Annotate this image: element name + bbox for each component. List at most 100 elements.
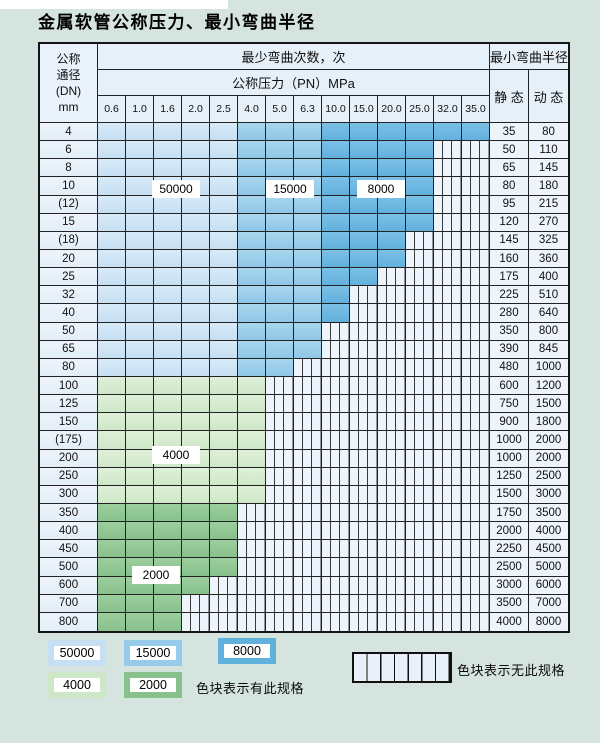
table-row: 250 1250 2500 bbox=[40, 467, 568, 486]
spec-cell-none bbox=[266, 576, 294, 595]
spec-cell-50000 bbox=[210, 213, 238, 232]
spec-cell-none bbox=[406, 268, 434, 287]
static-radius-cell: 145 bbox=[490, 231, 529, 250]
spec-cell-none bbox=[434, 612, 462, 631]
spec-cell-none bbox=[238, 558, 266, 577]
table-row: 350 1750 3500 bbox=[40, 503, 568, 523]
spec-cell-none bbox=[378, 395, 406, 414]
spec-cell-none bbox=[462, 159, 490, 178]
static-radius-cell: 600 bbox=[490, 376, 529, 396]
spec-cell-8000 bbox=[378, 141, 406, 160]
pressure-col-header: 15.0 bbox=[350, 96, 378, 123]
spec-cell-none bbox=[434, 376, 462, 396]
dn-cell: (12) bbox=[40, 195, 98, 214]
spec-cell-8000 bbox=[350, 195, 378, 214]
spec-cell-none bbox=[238, 576, 266, 595]
spec-cell-8000 bbox=[378, 231, 406, 250]
dn-cell: 50 bbox=[40, 322, 98, 341]
spec-cell-none bbox=[406, 322, 434, 341]
table-row: 400 2000 4000 bbox=[40, 522, 568, 541]
spec-cell-50000 bbox=[98, 286, 126, 305]
spec-cell-2000 bbox=[210, 540, 238, 559]
table-row: (175) 1000 2000 bbox=[40, 431, 568, 450]
dn-cell: 125 bbox=[40, 395, 98, 414]
spec-cell-15000 bbox=[294, 159, 322, 178]
spec-cell-none bbox=[406, 612, 434, 631]
spec-cell-none bbox=[378, 268, 406, 287]
spec-cell-15000 bbox=[266, 141, 294, 160]
dn-column-header: 公称 通径 (DN) mm bbox=[40, 44, 98, 123]
spec-cell-8000 bbox=[434, 123, 462, 142]
cycle-count-label-4000: 4000 bbox=[152, 446, 200, 464]
spec-cell-none bbox=[350, 358, 378, 377]
spec-cell-8000 bbox=[322, 304, 350, 323]
pressure-col-header: 10.0 bbox=[322, 96, 350, 123]
spec-cell-none bbox=[350, 413, 378, 432]
spec-cell-none bbox=[462, 540, 490, 559]
spec-cell-2000 bbox=[98, 558, 126, 577]
legend-no-spec-text: 色块表示无此规格 bbox=[457, 663, 566, 678]
spec-cell-none bbox=[210, 594, 238, 613]
spec-cell-2000 bbox=[126, 522, 154, 541]
spec-cell-none bbox=[406, 522, 434, 541]
pressure-col-header: 0.6 bbox=[98, 96, 126, 123]
spec-cell-none bbox=[322, 576, 350, 595]
dn-cell: 4 bbox=[40, 123, 98, 142]
static-radius-cell: 160 bbox=[490, 249, 529, 269]
spec-cell-2000 bbox=[126, 503, 154, 523]
spec-cell-4000 bbox=[182, 395, 210, 414]
table-row: 800 4000 8000 bbox=[40, 612, 568, 631]
static-radius-cell: 1250 bbox=[490, 467, 529, 486]
spec-cell-15000 bbox=[294, 141, 322, 160]
spec-cell-2000 bbox=[154, 612, 182, 631]
table-row: 500 2500 5000 bbox=[40, 558, 568, 577]
spec-cell-15000 bbox=[294, 213, 322, 232]
spec-cell-none bbox=[462, 413, 490, 432]
dynamic-radius-cell: 3000 bbox=[529, 485, 568, 504]
spec-cell-none bbox=[434, 413, 462, 432]
spec-cell-50000 bbox=[182, 322, 210, 341]
spec-cell-none bbox=[434, 594, 462, 613]
spec-cell-none bbox=[378, 358, 406, 377]
spec-cell-50000 bbox=[182, 340, 210, 359]
spec-cell-15000 bbox=[266, 213, 294, 232]
spec-cell-none bbox=[462, 522, 490, 541]
table-inner: 公称 通径 (DN) mm 最少弯曲次数，次 最小弯曲半径 公称压力（PN）MP… bbox=[40, 44, 568, 631]
spec-cell-none bbox=[462, 231, 490, 250]
spec-cell-2000 bbox=[182, 522, 210, 541]
table-row: 20 160 360 bbox=[40, 249, 568, 269]
dn-header-line3: (DN) bbox=[55, 84, 82, 98]
spec-cell-none bbox=[378, 286, 406, 305]
spec-cell-none bbox=[462, 431, 490, 450]
static-radius-cell: 35 bbox=[490, 123, 529, 142]
spec-cell-none bbox=[294, 576, 322, 595]
spec-cell-2000 bbox=[126, 594, 154, 613]
spec-cell-none bbox=[406, 304, 434, 323]
spec-cell-none bbox=[406, 431, 434, 450]
spec-cell-15000 bbox=[266, 195, 294, 214]
spec-cell-4000 bbox=[210, 431, 238, 450]
spec-cell-15000 bbox=[238, 123, 266, 142]
spec-cell-none bbox=[434, 503, 462, 523]
spec-cell-none bbox=[294, 395, 322, 414]
spec-cell-none bbox=[462, 249, 490, 269]
spec-cell-50000 bbox=[210, 177, 238, 196]
spec-cell-50000 bbox=[154, 340, 182, 359]
spec-cell-none bbox=[434, 431, 462, 450]
dynamic-radius-cell: 325 bbox=[529, 231, 568, 250]
spec-cell-none bbox=[462, 612, 490, 631]
spec-cell-8000 bbox=[322, 159, 350, 178]
dynamic-radius-cell: 270 bbox=[529, 213, 568, 232]
spec-cell-none bbox=[434, 340, 462, 359]
spec-cell-2000 bbox=[126, 540, 154, 559]
static-radius-cell: 4000 bbox=[490, 612, 529, 631]
spec-cell-15000 bbox=[294, 123, 322, 142]
static-radius-cell: 2000 bbox=[490, 522, 529, 541]
table-row: 50 350 800 bbox=[40, 322, 568, 341]
spec-cell-50000 bbox=[126, 195, 154, 214]
spec-cell-none bbox=[350, 612, 378, 631]
spec-cell-none bbox=[378, 376, 406, 396]
table-row: 40 280 640 bbox=[40, 304, 568, 323]
spec-cell-none bbox=[378, 322, 406, 341]
dynamic-radius-cell: 1200 bbox=[529, 376, 568, 396]
